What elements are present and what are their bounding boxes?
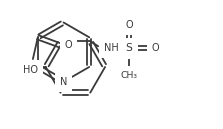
Text: O: O (152, 43, 159, 53)
Text: CH₃: CH₃ (120, 71, 137, 80)
Text: S: S (125, 43, 132, 53)
Text: NH: NH (104, 43, 119, 53)
Text: HO: HO (23, 65, 38, 75)
Text: O: O (64, 40, 72, 50)
Text: N: N (60, 77, 67, 87)
Text: O: O (125, 20, 133, 30)
